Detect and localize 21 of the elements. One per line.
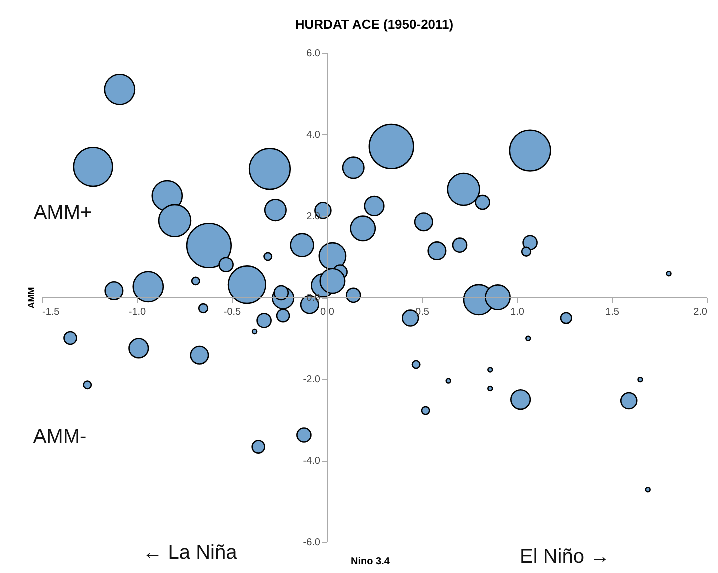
y-tick-label: 4.0 bbox=[306, 130, 321, 141]
x-tick-label: -1.0 bbox=[128, 307, 147, 318]
x-tick-label: 0.5 bbox=[416, 307, 430, 318]
x-axis-title: Nino 3.4 bbox=[351, 556, 390, 568]
annotation: AMM- bbox=[33, 426, 87, 448]
y-tick-label: 2.0 bbox=[306, 212, 321, 222]
annotation: AMM+ bbox=[34, 202, 92, 224]
y-tick-label: -6.0 bbox=[303, 538, 321, 548]
y-tick-label: -2.0 bbox=[303, 374, 321, 386]
x-tick-label: -1.5 bbox=[42, 307, 60, 318]
annotation: ← La Niña bbox=[142, 542, 238, 564]
x-tick-label: 1.0 bbox=[510, 307, 525, 318]
y-tick-label: -4.0 bbox=[303, 456, 321, 467]
text: El Niño → bbox=[520, 546, 610, 568]
chart-title: HURDAT ACE (1950-2011) bbox=[295, 17, 454, 32]
x-tick-label: 0.0 bbox=[320, 307, 335, 318]
x-tick-label: -0.5 bbox=[224, 307, 242, 318]
x-tick-label: 1.5 bbox=[606, 307, 620, 318]
y-axis-title: AMM bbox=[26, 287, 36, 309]
x-tick-label: 2.0 bbox=[694, 307, 708, 318]
y-tick-label: 6.0 bbox=[306, 48, 321, 60]
